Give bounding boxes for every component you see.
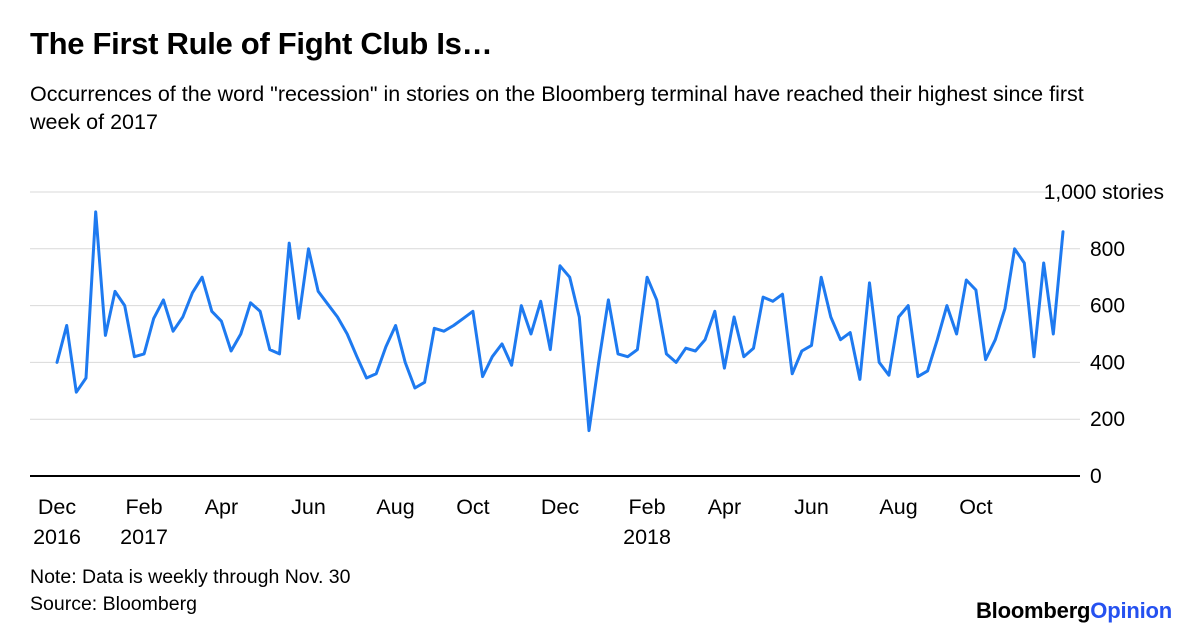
x-tick-label: Oct [959,495,992,519]
recession-line-chart: 0 200 400 600 800 1,000 stories Dec 2016 Feb 2017… [30,181,1164,549]
y-tick-label: 400 [1090,351,1125,374]
y-tick-label: 0 [1090,465,1102,488]
x-tick-label: Dec [38,495,76,519]
x-tick-year-label: 2017 [120,525,168,549]
source-line: Source: Bloomberg [30,593,197,615]
note-line: Note: Data is weekly through Nov. 30 [30,566,351,588]
chart-title: The First Rule of Fight Club Is… [30,26,493,61]
x-tick-label: Oct [456,495,489,519]
x-tick-label: Jun [794,495,829,519]
x-tick-label: Jun [291,495,326,519]
x-tick-label: Apr [708,495,741,519]
x-tick-label: Feb [126,495,163,519]
y-axis-unit-label: 1,000 stories [1044,181,1164,204]
x-tick-label: Dec [541,495,579,519]
logo-bloomberg: Bloomberg [975,598,1091,623]
footnote-block: Note: Data is weekly through Nov. 30 Sou… [30,564,350,618]
logo-opinion: Opinion [1090,598,1172,623]
chart-subtitle: Occurrences of the word "recession" in s… [30,82,1084,134]
y-tick-label: 200 [1090,408,1125,431]
recession-series-line [55,210,1065,433]
x-tick-label: Feb [629,495,666,519]
x-tick-label: Aug [879,495,917,519]
bloomberg-opinion-logo: BloombergOpinion [976,598,1172,624]
x-tick-year-label: 2018 [623,525,671,549]
y-tick-label: 800 [1090,238,1125,261]
x-tick-label: Aug [376,495,414,519]
y-tick-label: 600 [1090,295,1125,318]
x-tick-label: Apr [205,495,238,519]
x-tick-year-label: 2016 [33,525,81,549]
